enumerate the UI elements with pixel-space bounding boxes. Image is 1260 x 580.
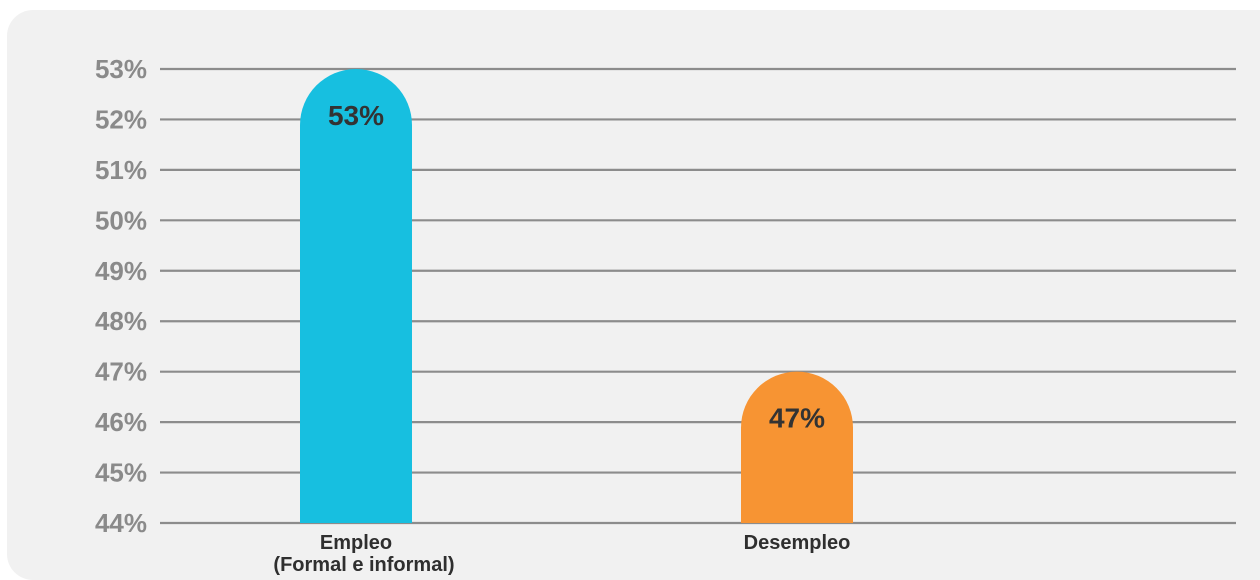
data-label: 47% [769,403,825,434]
y-tick-label: 50% [95,205,147,235]
x-category-label: Desempleo [744,532,851,554]
x-axis-categories: Empleo(Formal e informal) Desempleo [273,532,850,576]
y-tick-label: 45% [95,458,147,488]
bars [300,69,853,523]
x-category-label: Empleo [320,532,392,554]
bar-empleo [300,69,412,523]
bar-desempleo [741,371,853,523]
y-tick-label: 53% [95,54,147,84]
data-label: 53% [328,100,384,131]
y-tick-label: 49% [95,256,147,286]
y-tick-label: 47% [95,357,147,387]
y-tick-label: 46% [95,407,147,437]
y-tick-label: 52% [95,104,147,134]
y-tick-label: 48% [95,306,147,336]
chart-panel [7,10,1260,580]
y-axis-ticks: 53% 52% 51% 50% 49% 48% 47% 46% 45% 44% [95,54,147,538]
x-category-label: (Formal e informal) [273,554,454,576]
data-labels: 53% 47% [328,100,825,434]
y-tick-label: 51% [95,155,147,185]
y-tick-label: 44% [95,508,147,538]
